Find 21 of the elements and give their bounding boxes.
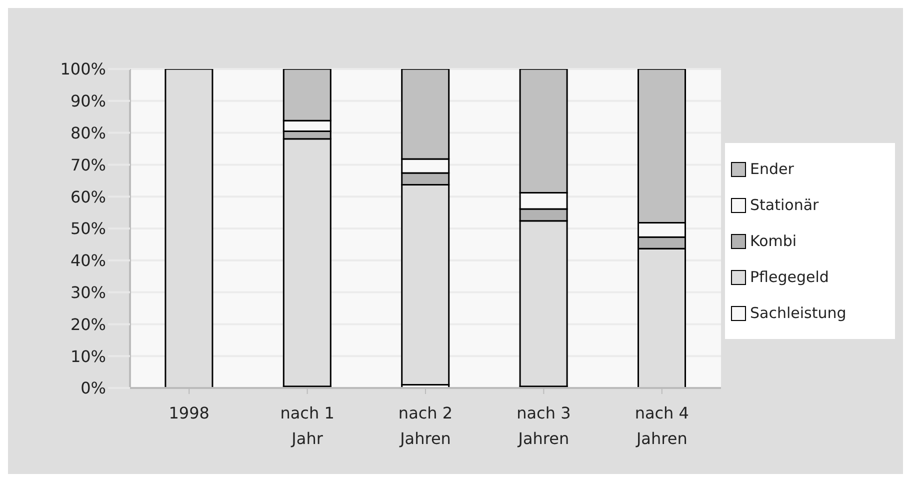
y-tick-label: 90% xyxy=(70,92,106,111)
y-tick-label: 60% xyxy=(70,187,106,206)
y-tick-label: 0% xyxy=(80,378,106,398)
y-tick-label: 50% xyxy=(70,219,106,238)
x-tick-label: nach 4 Jahren xyxy=(634,403,689,448)
y-tick-label: 100% xyxy=(60,60,106,79)
legend-label: Sachleistung xyxy=(750,304,846,322)
y-tick-label: 70% xyxy=(70,155,106,174)
legend-label: Stationär xyxy=(750,196,819,214)
legend-label: Ender xyxy=(750,160,794,178)
legend-label: Pflegegeld xyxy=(750,268,829,286)
x-tick-label: nach 2 Jahren xyxy=(398,403,453,448)
x-tick-label: 1998 xyxy=(168,403,210,422)
y-tick-label: 10% xyxy=(70,346,106,366)
y-tick-label: 30% xyxy=(70,282,106,302)
x-tick-label: nach 3 Jahren xyxy=(516,403,571,448)
y-tick-label: 20% xyxy=(70,314,106,334)
y-tick-label: 40% xyxy=(70,251,106,270)
x-tick-label: nach 1 Jahr xyxy=(280,403,334,448)
y-tick-label: 80% xyxy=(70,123,106,142)
legend-label: Kombi xyxy=(750,232,797,250)
